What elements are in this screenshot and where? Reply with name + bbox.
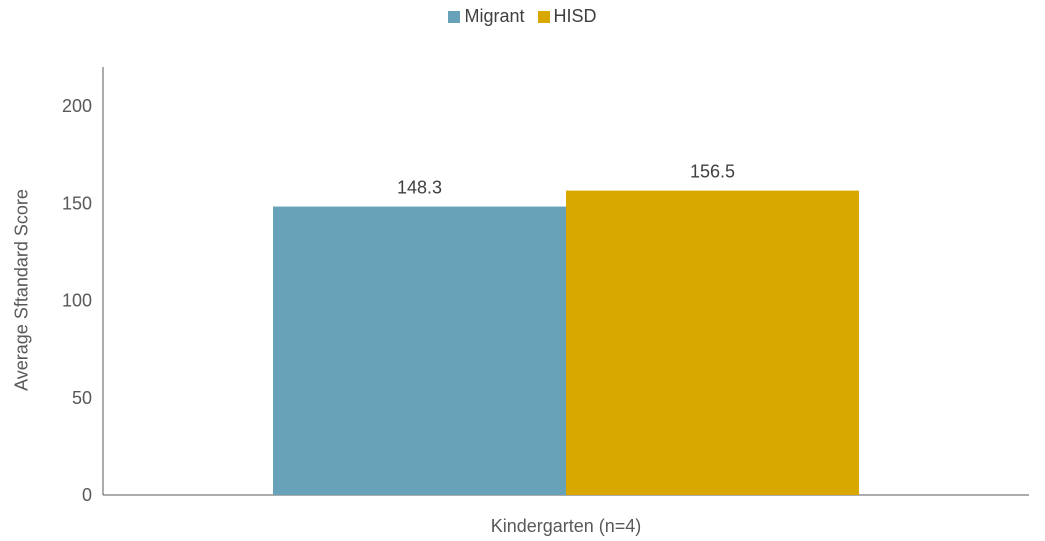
- y-tick-label: 100: [62, 291, 92, 311]
- legend-item-hisd: HISD: [537, 6, 597, 27]
- data-label-migrant: 148.3: [397, 178, 442, 198]
- y-tick-label: 0: [82, 485, 92, 505]
- y-tick-label: 200: [62, 96, 92, 116]
- bar-hisd: [566, 190, 859, 496]
- y-tick-label: 50: [72, 388, 92, 408]
- legend-item-migrant: Migrant: [448, 6, 525, 27]
- bar-migrant: [273, 206, 566, 495]
- x-category-label: Kindergarten (n=4): [491, 516, 642, 536]
- legend-label-hisd: HISD: [553, 6, 597, 26]
- legend-swatch-hisd: [537, 10, 550, 23]
- chart-legend: Migrant HISD: [0, 6, 1045, 28]
- data-label-hisd: 156.5: [690, 162, 735, 182]
- y-tick-label: 150: [62, 193, 92, 213]
- legend-swatch-migrant: [448, 10, 461, 23]
- legend-label-migrant: Migrant: [464, 6, 525, 26]
